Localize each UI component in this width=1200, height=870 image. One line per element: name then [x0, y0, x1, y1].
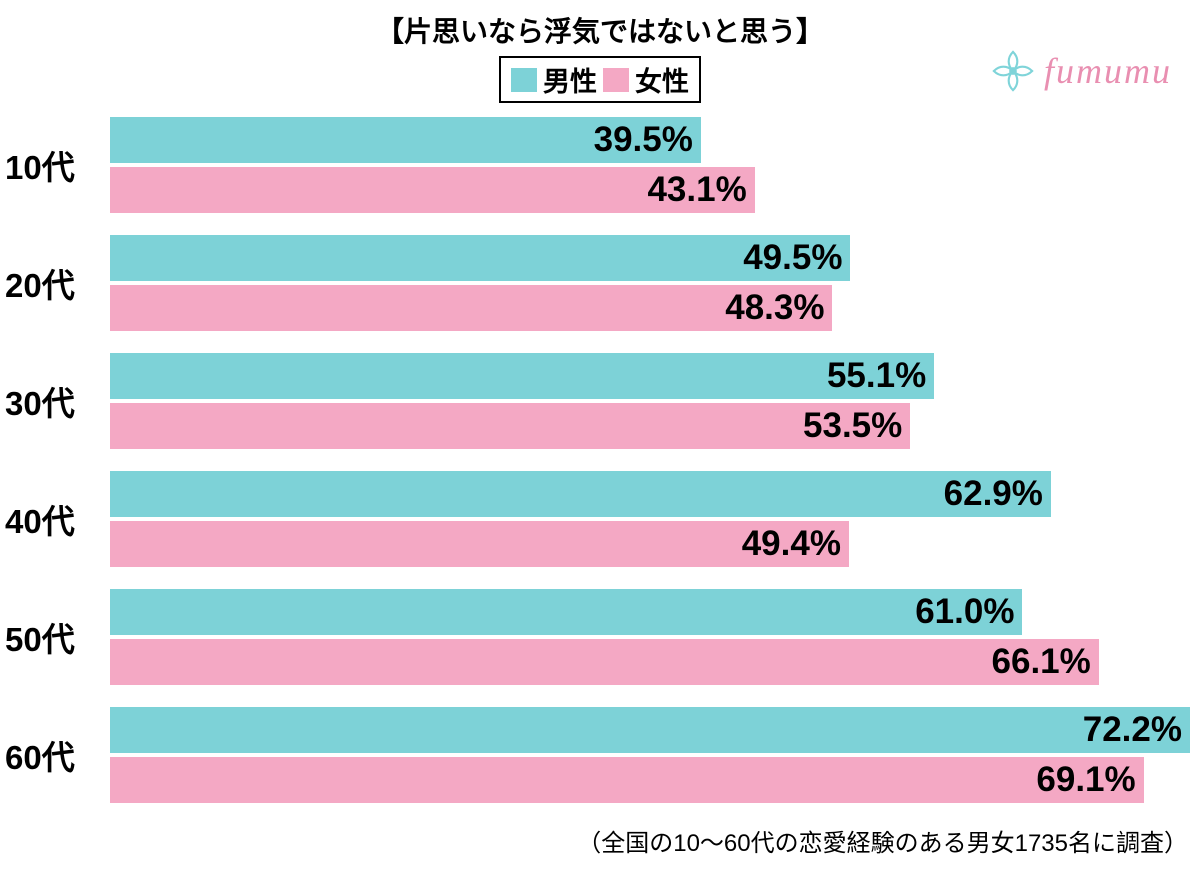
bar-row: 43.1%: [110, 165, 1190, 215]
brand-logo: fumumu: [990, 48, 1172, 94]
bar: [110, 757, 1144, 803]
bar-row: 49.4%: [110, 519, 1190, 569]
bar-group: 10代39.5%43.1%: [110, 115, 1190, 215]
category-label: 10代: [5, 141, 75, 189]
bar-value-label: 49.5%: [743, 238, 842, 278]
bar-value-label: 49.4%: [742, 524, 841, 564]
category-label: 50代: [5, 613, 75, 661]
bar: [110, 353, 934, 399]
bar: [110, 235, 850, 281]
category-label: 20代: [5, 259, 75, 307]
bar: [110, 707, 1190, 753]
bar-group: 60代72.2%69.1%: [110, 705, 1190, 805]
bar: [110, 285, 832, 331]
bar: [110, 471, 1051, 517]
bar-row: 66.1%: [110, 637, 1190, 687]
chart-title: 【片思いなら浮気ではないと思う】: [0, 0, 1200, 50]
bar-row: 61.0%: [110, 587, 1190, 637]
bar-row: 62.9%: [110, 469, 1190, 519]
bar-value-label: 53.5%: [803, 406, 902, 446]
brand-logo-text: fumumu: [1044, 50, 1172, 92]
flower-icon: [990, 48, 1036, 94]
bar-row: 49.5%: [110, 233, 1190, 283]
bar: [110, 589, 1022, 635]
legend-swatch-female: [603, 68, 629, 92]
bar-row: 55.1%: [110, 351, 1190, 401]
bar-value-label: 69.1%: [1036, 760, 1135, 800]
bar-group: 20代49.5%48.3%: [110, 233, 1190, 333]
legend-label-male: 男性: [543, 60, 597, 99]
bar-value-label: 48.3%: [725, 288, 824, 328]
bar-value-label: 43.1%: [647, 170, 746, 210]
bar-chart: 10代39.5%43.1%20代49.5%48.3%30代55.1%53.5%4…: [110, 115, 1190, 805]
legend-label-female: 女性: [635, 60, 689, 99]
bar-group: 50代61.0%66.1%: [110, 587, 1190, 687]
bar-row: 39.5%: [110, 115, 1190, 165]
bar-value-label: 72.2%: [1083, 710, 1182, 750]
category-label: 30代: [5, 377, 75, 425]
category-label: 40代: [5, 495, 75, 543]
bar: [110, 521, 849, 567]
bar-group: 40代62.9%49.4%: [110, 469, 1190, 569]
bar-group: 30代55.1%53.5%: [110, 351, 1190, 451]
bar-value-label: 66.1%: [992, 642, 1091, 682]
legend: 男性 女性: [499, 56, 701, 103]
bar: [110, 639, 1099, 685]
legend-swatch-male: [511, 68, 537, 92]
bar-value-label: 39.5%: [594, 120, 693, 160]
footnote: （全国の10〜60代の恋愛経験のある男女1735名に調査）: [577, 823, 1188, 858]
bar: [110, 403, 910, 449]
bar-row: 48.3%: [110, 283, 1190, 333]
bar-row: 69.1%: [110, 755, 1190, 805]
bar-row: 53.5%: [110, 401, 1190, 451]
bar-value-label: 61.0%: [915, 592, 1014, 632]
bar-value-label: 55.1%: [827, 356, 926, 396]
bar-row: 72.2%: [110, 705, 1190, 755]
bar-value-label: 62.9%: [944, 474, 1043, 514]
category-label: 60代: [5, 731, 75, 779]
